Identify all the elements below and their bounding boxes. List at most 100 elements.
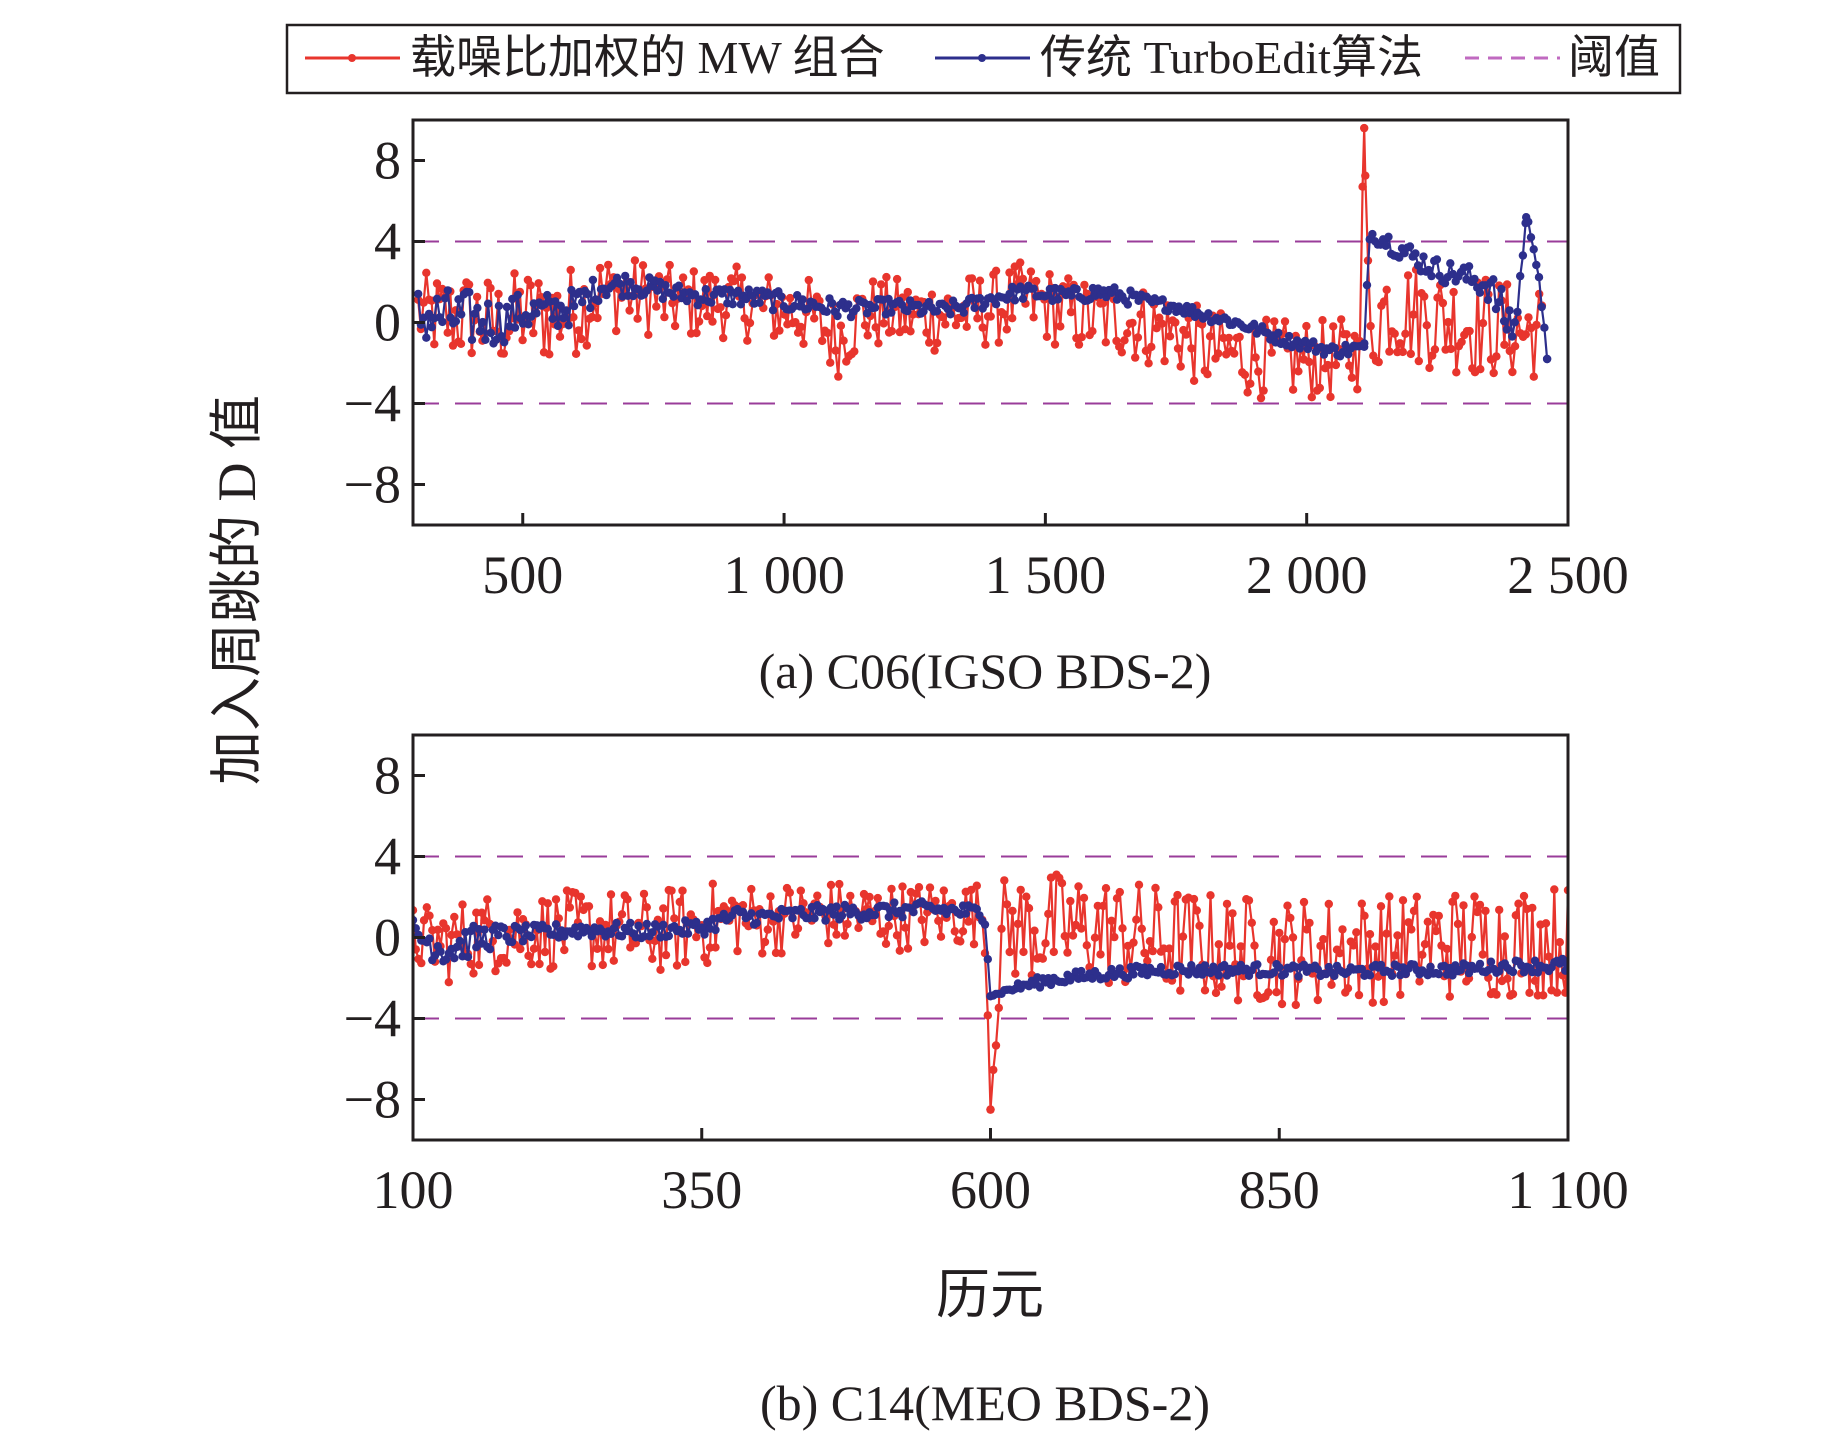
data-point	[1110, 932, 1119, 942]
data-point	[625, 306, 634, 315]
data-point	[1411, 249, 1420, 258]
data-point	[876, 280, 886, 289]
data-point	[1478, 319, 1488, 328]
data-point	[527, 959, 536, 969]
data-point	[1374, 357, 1383, 367]
data-point	[1272, 988, 1281, 997]
data-point	[1500, 340, 1509, 349]
data-point	[1510, 318, 1520, 327]
data-point	[951, 320, 961, 330]
data-point	[1513, 307, 1522, 317]
data-point	[766, 892, 775, 901]
data-point	[1561, 966, 1568, 975]
data-point	[1230, 349, 1239, 358]
data-point	[1008, 906, 1017, 916]
data-point	[465, 288, 474, 297]
data-point	[689, 267, 698, 276]
data-point	[810, 314, 819, 323]
data-point	[469, 969, 478, 978]
data-point	[674, 281, 684, 290]
data-point	[1002, 325, 1011, 334]
data-point	[483, 895, 492, 904]
data-point	[486, 283, 495, 293]
data-point	[466, 959, 475, 969]
data-point	[846, 891, 855, 901]
data-point	[678, 886, 687, 895]
data-point	[1499, 316, 1509, 326]
data-point	[1470, 892, 1479, 901]
data-point	[450, 954, 459, 963]
data-point	[879, 319, 888, 328]
data-point	[980, 920, 990, 929]
data-point	[1518, 251, 1528, 260]
data-point	[1540, 323, 1549, 332]
data-point	[1376, 902, 1386, 911]
data-point	[510, 323, 520, 332]
data-point	[612, 918, 621, 928]
data-point	[480, 925, 489, 934]
data-point	[1357, 964, 1367, 974]
data-point	[1475, 959, 1485, 969]
series-mw	[414, 123, 1547, 403]
data-point	[1002, 900, 1012, 909]
data-point	[860, 321, 870, 330]
data-point	[1165, 944, 1174, 953]
data-point	[884, 294, 893, 304]
panel-a-thresholds	[413, 240, 1568, 405]
data-point	[938, 312, 947, 322]
data-point	[829, 920, 838, 929]
data-point	[1134, 880, 1144, 889]
data-point	[925, 883, 935, 892]
data-point	[527, 932, 536, 942]
data-point	[1415, 977, 1424, 986]
data-point	[1101, 884, 1111, 893]
data-point	[1433, 293, 1442, 302]
data-point	[1011, 969, 1020, 978]
data-point	[548, 314, 557, 323]
data-point	[1032, 276, 1041, 286]
data-point	[826, 358, 835, 367]
data-point	[529, 944, 539, 953]
data-point	[500, 338, 509, 347]
data-point	[443, 286, 452, 295]
data-point	[1133, 333, 1143, 342]
data-point	[659, 904, 668, 913]
data-point	[1352, 928, 1361, 937]
data-point	[510, 269, 519, 278]
data-point	[1304, 357, 1314, 367]
data-point	[1244, 896, 1254, 905]
data-point	[1056, 322, 1065, 331]
data-point	[1077, 924, 1086, 933]
data-point	[1500, 932, 1510, 941]
data-point	[604, 260, 613, 270]
data-point	[1381, 241, 1391, 250]
data-point	[882, 272, 891, 282]
data-point	[788, 914, 797, 923]
data-point	[1274, 328, 1283, 337]
data-point	[1066, 896, 1075, 906]
data-point	[711, 943, 720, 952]
data-point	[1376, 960, 1386, 970]
data-point	[999, 310, 1009, 319]
data-point	[1170, 970, 1180, 979]
data-point	[1010, 296, 1020, 305]
data-point	[681, 957, 690, 967]
data-point	[660, 312, 669, 322]
data-point	[483, 299, 493, 308]
data-point	[1123, 300, 1133, 309]
data-point	[678, 273, 688, 282]
data-point	[494, 301, 504, 311]
data-point	[1200, 961, 1210, 970]
data-point	[452, 930, 462, 939]
data-point	[983, 955, 992, 964]
data-point	[1555, 938, 1565, 947]
data-point	[732, 262, 741, 271]
data-point	[986, 1105, 995, 1114]
data-point	[1302, 925, 1312, 934]
data-point	[1256, 393, 1266, 403]
data-point	[1434, 911, 1444, 921]
data-point	[777, 949, 786, 958]
data-point	[543, 290, 552, 300]
data-point	[638, 261, 648, 270]
data-point	[1214, 971, 1224, 980]
